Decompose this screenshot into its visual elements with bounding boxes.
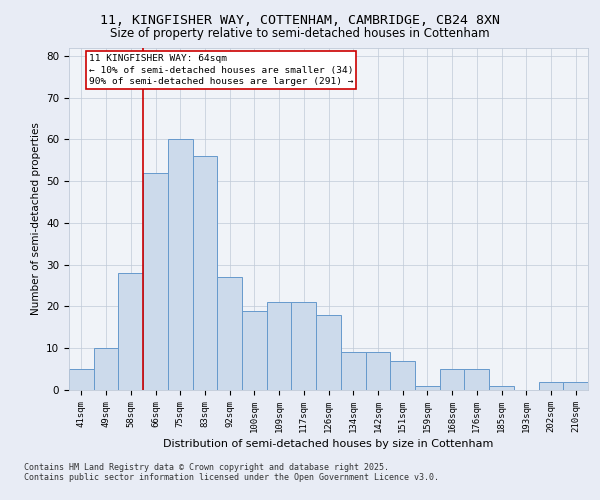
Text: Contains public sector information licensed under the Open Government Licence v3: Contains public sector information licen… xyxy=(24,474,439,482)
X-axis label: Distribution of semi-detached houses by size in Cottenham: Distribution of semi-detached houses by … xyxy=(163,439,494,449)
Y-axis label: Number of semi-detached properties: Number of semi-detached properties xyxy=(31,122,41,315)
Bar xyxy=(489,386,514,390)
Bar xyxy=(193,156,217,390)
Bar xyxy=(539,382,563,390)
Bar xyxy=(242,310,267,390)
Bar xyxy=(415,386,440,390)
Bar xyxy=(316,315,341,390)
Bar xyxy=(464,369,489,390)
Bar xyxy=(143,173,168,390)
Bar xyxy=(563,382,588,390)
Bar xyxy=(341,352,365,390)
Text: 11, KINGFISHER WAY, COTTENHAM, CAMBRIDGE, CB24 8XN: 11, KINGFISHER WAY, COTTENHAM, CAMBRIDGE… xyxy=(100,14,500,27)
Bar xyxy=(390,361,415,390)
Text: Size of property relative to semi-detached houses in Cottenham: Size of property relative to semi-detach… xyxy=(110,28,490,40)
Bar xyxy=(365,352,390,390)
Text: Contains HM Land Registry data © Crown copyright and database right 2025.: Contains HM Land Registry data © Crown c… xyxy=(24,462,389,471)
Text: 11 KINGFISHER WAY: 64sqm
← 10% of semi-detached houses are smaller (34)
90% of s: 11 KINGFISHER WAY: 64sqm ← 10% of semi-d… xyxy=(89,54,353,86)
Bar xyxy=(94,348,118,390)
Bar xyxy=(118,273,143,390)
Bar xyxy=(440,369,464,390)
Bar xyxy=(267,302,292,390)
Bar xyxy=(168,140,193,390)
Bar xyxy=(69,369,94,390)
Bar xyxy=(292,302,316,390)
Bar xyxy=(217,277,242,390)
